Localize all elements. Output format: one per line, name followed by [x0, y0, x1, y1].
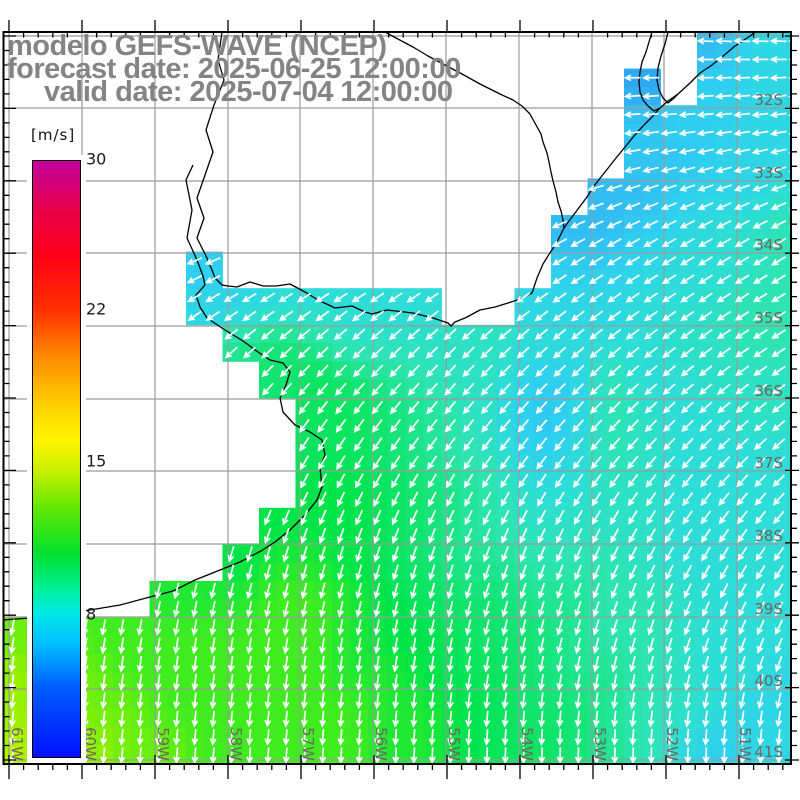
- lon-label: 52W: [663, 727, 681, 761]
- wave-height-field: [3, 32, 791, 764]
- lat-label: 33S: [754, 164, 783, 182]
- lat-label: 37S: [754, 454, 783, 472]
- lon-label: 58W: [227, 727, 245, 761]
- lat-label: 40S: [754, 672, 783, 690]
- colorbar-tick-label: 30: [86, 149, 107, 169]
- lat-label: 34S: [754, 236, 783, 254]
- lat-label: 32S: [754, 91, 783, 109]
- lon-label: 53W: [591, 727, 609, 761]
- colorbar-tick-label: 8: [86, 604, 97, 624]
- lon-label: 56W: [372, 727, 390, 761]
- colorbar-gradient: [32, 160, 81, 758]
- lon-label: 55W: [445, 727, 463, 761]
- lon-label: 57W: [299, 727, 317, 761]
- lat-label: 35S: [754, 309, 783, 327]
- colorbar-tick-label: 22: [86, 299, 107, 319]
- axis-ticks: [3, 20, 799, 779]
- lon-label: 51W: [736, 727, 754, 761]
- lon-label: 61W: [8, 727, 26, 761]
- lat-label: 36S: [754, 382, 783, 400]
- lon-labels: 61W 60W 59W 58W 57W 56W 55W 54W 53W 52W 51W: [8, 727, 754, 761]
- lon-label: 59W: [154, 727, 172, 761]
- lat-label: 41S: [754, 743, 783, 761]
- lon-label: 54W: [518, 727, 536, 761]
- lat-label: 38S: [754, 527, 783, 545]
- colorbar-tick-label: 15: [86, 451, 107, 471]
- colorbar-unit-label: [m/s]: [31, 126, 76, 144]
- lat-label: 39S: [754, 600, 783, 618]
